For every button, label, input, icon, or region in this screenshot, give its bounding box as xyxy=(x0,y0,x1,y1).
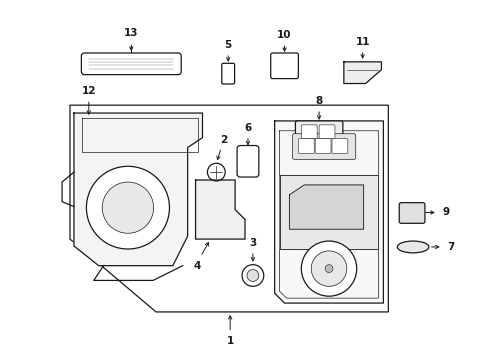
Polygon shape xyxy=(343,62,381,84)
Text: 5: 5 xyxy=(224,40,231,50)
FancyBboxPatch shape xyxy=(295,121,342,143)
Text: 12: 12 xyxy=(81,86,96,96)
Text: 9: 9 xyxy=(442,207,449,217)
Text: 4: 4 xyxy=(193,261,201,271)
Text: 1: 1 xyxy=(226,336,233,346)
Circle shape xyxy=(325,265,332,273)
FancyBboxPatch shape xyxy=(298,139,314,153)
FancyBboxPatch shape xyxy=(319,125,334,139)
Text: 7: 7 xyxy=(447,242,454,252)
FancyBboxPatch shape xyxy=(292,134,355,159)
Polygon shape xyxy=(279,175,378,249)
FancyBboxPatch shape xyxy=(331,139,347,153)
Ellipse shape xyxy=(396,241,428,253)
Circle shape xyxy=(102,182,153,233)
Circle shape xyxy=(246,270,258,282)
Text: 10: 10 xyxy=(277,30,291,40)
Polygon shape xyxy=(195,180,244,239)
Polygon shape xyxy=(289,185,363,229)
FancyBboxPatch shape xyxy=(81,53,181,75)
FancyBboxPatch shape xyxy=(315,139,330,153)
Circle shape xyxy=(242,265,263,286)
FancyBboxPatch shape xyxy=(221,63,234,84)
FancyBboxPatch shape xyxy=(270,53,298,78)
FancyBboxPatch shape xyxy=(398,203,424,223)
Text: 8: 8 xyxy=(315,96,322,106)
Text: 3: 3 xyxy=(249,238,256,248)
Text: 6: 6 xyxy=(244,123,251,133)
Polygon shape xyxy=(74,113,202,266)
Polygon shape xyxy=(274,121,383,303)
Text: 2: 2 xyxy=(220,135,227,145)
Circle shape xyxy=(301,241,356,296)
Text: 13: 13 xyxy=(124,28,138,38)
Circle shape xyxy=(86,166,169,249)
Circle shape xyxy=(207,163,225,181)
FancyBboxPatch shape xyxy=(237,145,258,177)
Circle shape xyxy=(310,251,346,286)
FancyBboxPatch shape xyxy=(301,125,317,139)
Text: 11: 11 xyxy=(355,37,369,47)
